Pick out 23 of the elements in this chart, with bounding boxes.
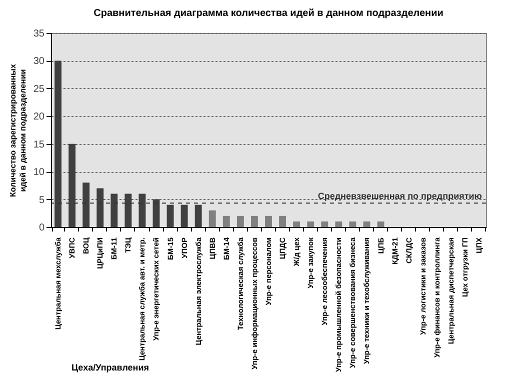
y-axis-title: Количество зарегистрированных идей в данном подразделении	[8, 63, 28, 197]
bar	[124, 194, 132, 227]
bar	[96, 188, 104, 227]
bar	[82, 182, 90, 227]
bar	[194, 204, 202, 227]
bar	[54, 60, 62, 227]
ref-line-label: Средневзвешенная по предприятию	[318, 191, 482, 202]
y-tick-label: 0	[38, 222, 45, 234]
bar	[138, 194, 146, 227]
y-tick-label: 20	[33, 112, 45, 123]
bar	[152, 199, 160, 227]
y-tick-label: 30	[33, 56, 45, 68]
y-tick-label: 15	[33, 139, 45, 150]
x-axis-title: Цеха/Управления	[72, 362, 150, 372]
bar	[180, 204, 188, 227]
bar	[68, 144, 76, 227]
y-tick-label: 10	[33, 167, 45, 178]
y-tick-label: 25	[33, 84, 45, 95]
bar	[166, 204, 174, 227]
y-tick-label: 35	[33, 28, 45, 40]
chart-title: Сравнительная диаграмма количества идей в данном подразделении	[94, 8, 444, 19]
y-tick-label: 5	[38, 194, 45, 206]
bar	[110, 194, 118, 227]
